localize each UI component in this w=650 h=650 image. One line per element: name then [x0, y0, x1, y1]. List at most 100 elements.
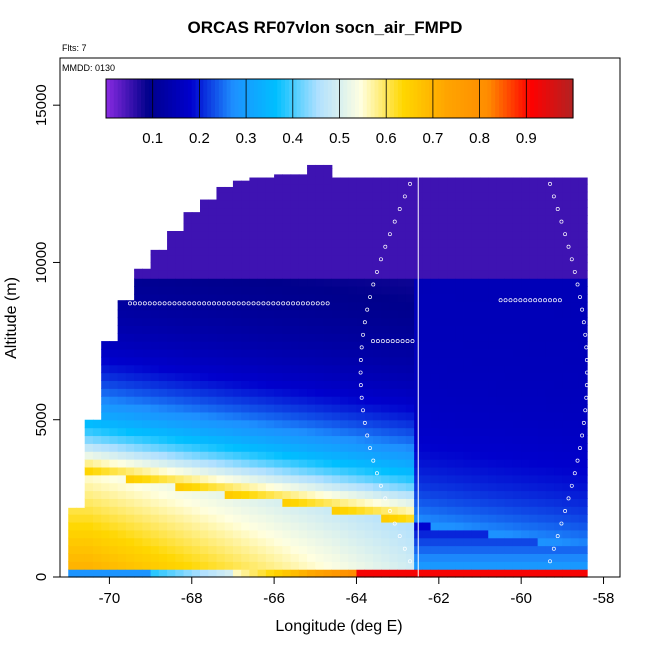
heatmap-cell: [364, 207, 374, 216]
heatmap-cell: [331, 443, 341, 452]
heatmap-cell: [488, 183, 498, 193]
heatmap-cell: [348, 348, 358, 358]
heatmap-cell: [372, 278, 382, 287]
heatmap-cell: [397, 411, 407, 421]
heatmap-cell: [191, 419, 201, 429]
heatmap-cell: [109, 443, 119, 452]
heatmap-cell: [405, 537, 415, 547]
heatmap-cell: [134, 380, 143, 389]
heatmap-cell: [92, 451, 102, 460]
heatmap-cell: [471, 262, 481, 271]
heatmap-cell: [183, 223, 193, 232]
heatmap-cell: [488, 270, 498, 279]
heatmap-cell: [562, 427, 572, 437]
heatmap-cell: [208, 262, 218, 271]
heatmap-cell: [554, 254, 563, 264]
heatmap-cell: [216, 419, 226, 429]
heatmap-cell: [381, 356, 391, 366]
heatmap-cell: [208, 372, 218, 382]
heatmap-cell: [372, 246, 382, 256]
heatmap-cell: [150, 372, 160, 382]
heatmap-cell: [265, 553, 275, 562]
heatmap-cell: [578, 521, 588, 531]
heatmap-cell: [224, 317, 234, 326]
heatmap-cell: [570, 514, 580, 523]
heatmap-cell: [372, 545, 382, 555]
heatmap-cell: [480, 388, 489, 397]
heatmap-cell: [512, 262, 522, 271]
heatmap-cell: [405, 278, 415, 287]
heatmap-cell: [158, 482, 168, 492]
heatmap-cell: [389, 435, 399, 444]
heatmap-cell: [208, 278, 218, 287]
heatmap-cell: [356, 215, 366, 224]
heatmap-cell: [232, 333, 242, 342]
heatmap-cell: [554, 388, 563, 397]
heatmap-cell: [562, 262, 572, 271]
heatmap-cell: [125, 498, 135, 507]
heatmap-cell: [430, 183, 440, 193]
heatmap-cell: [183, 270, 193, 279]
colorbar-segment: [413, 79, 418, 118]
heatmap-cell: [175, 325, 185, 334]
heatmap-cell: [274, 270, 283, 279]
heatmap-cell: [323, 482, 333, 492]
heatmap-cell: [232, 498, 242, 507]
heatmap-cell: [512, 223, 522, 232]
colorbar-segment: [425, 79, 430, 118]
heatmap-cell: [463, 238, 473, 248]
heatmap-cell: [265, 474, 275, 484]
colorbar-segment: [514, 79, 520, 118]
heatmap-cell: [167, 553, 176, 562]
heatmap-cell: [101, 356, 111, 366]
heatmap-cell: [191, 427, 201, 437]
heatmap-cell: [348, 529, 358, 539]
heatmap-cell: [578, 419, 588, 429]
heatmap-cell: [488, 348, 498, 358]
track-point: [584, 358, 589, 362]
heatmap-cell: [545, 246, 555, 256]
heatmap-cell: [257, 482, 267, 492]
heatmap-cell: [158, 514, 168, 523]
heatmap-cell: [438, 207, 448, 216]
heatmap-cell: [117, 396, 127, 405]
heatmap-cell: [389, 490, 399, 499]
heatmap-cell: [298, 215, 308, 224]
heatmap-cell: [307, 199, 316, 209]
track-point: [380, 339, 385, 344]
heatmap-cell: [134, 553, 143, 562]
heatmap-cell: [397, 451, 407, 460]
heatmap-cell: [274, 174, 283, 177]
track-point: [147, 301, 152, 306]
heatmap-cell: [578, 396, 588, 405]
heatmap-cell: [282, 404, 292, 413]
heatmap-cell: [422, 380, 432, 389]
heatmap-cell: [249, 482, 259, 492]
heatmap-cell: [348, 372, 358, 382]
colorbar-segment: [296, 79, 302, 118]
heatmap-cell: [84, 435, 94, 444]
heatmap-cell: [496, 459, 506, 468]
colorbar-segment: [534, 79, 539, 118]
heatmap-cell: [562, 482, 572, 492]
heatmap-cell: [430, 191, 440, 201]
heatmap-cell: [463, 246, 473, 256]
heatmap-cell: [480, 553, 489, 562]
heatmap-cell: [504, 569, 514, 578]
heatmap-cell: [504, 278, 514, 287]
heatmap-cell: [455, 231, 465, 240]
heatmap-cell: [471, 215, 481, 224]
heatmap-cell: [183, 231, 193, 240]
heatmap-cell: [315, 451, 325, 460]
heatmap-cell: [422, 388, 432, 397]
heatmap-cell: [340, 238, 349, 248]
heatmap-cell: [455, 466, 465, 476]
heatmap-cell: [109, 459, 119, 468]
heatmap-cell: [307, 309, 316, 319]
heatmap-cell: [463, 301, 473, 311]
heatmap-cell: [438, 270, 448, 279]
heatmap-cell: [389, 356, 399, 366]
heatmap-cell: [447, 482, 456, 492]
heatmap-cell: [125, 380, 135, 389]
heatmap-cell: [348, 396, 358, 405]
